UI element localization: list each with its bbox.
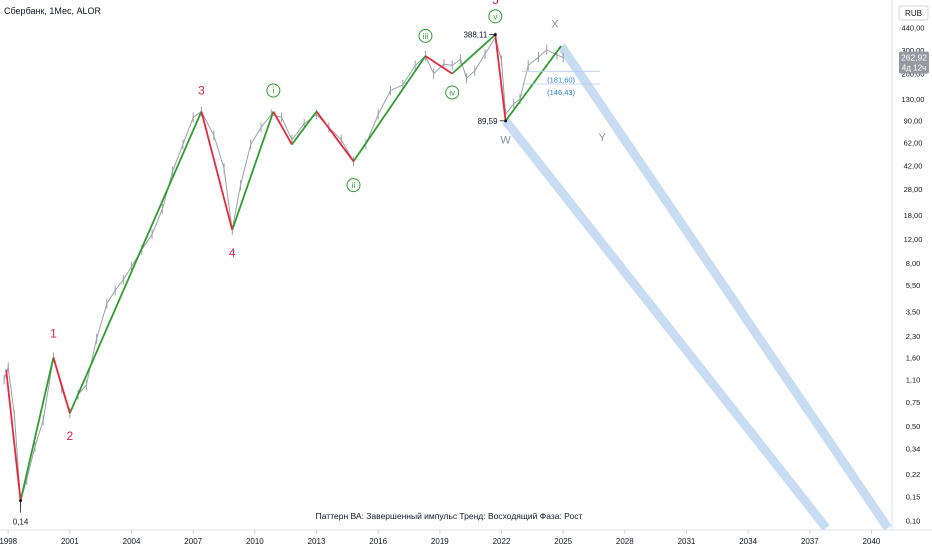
wave-label-circle: [418, 28, 433, 43]
time-axis-tick: 2016: [369, 537, 387, 546]
wave-label-primary: 4: [229, 246, 236, 260]
corrective-wave-down: [424, 55, 453, 75]
wave-label-minor: ii: [352, 181, 356, 190]
price-axis-tick: 130,00: [902, 95, 925, 104]
impulse-wave-up: [231, 111, 275, 231]
price-annotation: 0,14: [13, 518, 29, 527]
time-axis-tick: 2007: [184, 537, 202, 546]
time-axis-tick: 2040: [863, 537, 881, 546]
price-axis-tick: 1,60: [906, 353, 921, 362]
bar-countdown: 4д 12ч: [902, 64, 926, 73]
wave-label-minor: i: [272, 87, 274, 96]
fib-level-label: (181,60): [547, 75, 575, 84]
impulse-wave-up: [19, 357, 55, 501]
price-axis-tick: 18,00: [904, 211, 923, 220]
annotations-layer: 388,11 89,59 0,14 (181,60) (146,43): [13, 31, 601, 527]
corrective-wave-down: [52, 357, 71, 414]
price-marker-dot: [504, 119, 508, 123]
time-axis-tick: 2001: [61, 537, 79, 546]
wave-label-wxy: W: [500, 135, 511, 147]
time-axis-tick: 2004: [123, 537, 141, 546]
wave-label-minor: iii: [423, 32, 429, 41]
wave-label-wxy: X: [551, 18, 559, 30]
price-axis-tick: 2,30: [906, 332, 921, 341]
price-annotation: 89,59: [478, 117, 499, 126]
time-axis[interactable]: 1998 2001 2004 2007 2010 2013 2016 2019 2022 2025…: [0, 530, 881, 546]
price-axis-tick: 62,00: [904, 138, 923, 147]
wave-label-primary: 1: [50, 327, 57, 341]
price-axis-tick: 300,00: [902, 46, 925, 55]
price-axis-tick: 440,00: [902, 23, 925, 32]
price-axis-tick: 0,22: [906, 470, 921, 479]
corrective-wave-down: [5, 369, 22, 501]
impulse-wave-up: [451, 34, 496, 75]
wave-label-primary: 2: [67, 429, 74, 443]
wave-label-circle: [346, 178, 361, 193]
wave-lines-layer: [5, 34, 562, 501]
wave-label-primary: 5: [492, 0, 499, 7]
current-price-tag: 262,92 4д 12ч: [899, 51, 929, 74]
price-axis-tick: 28,00: [904, 185, 923, 194]
wave-label-circle: [445, 85, 460, 100]
time-axis-tick: 2028: [616, 537, 634, 546]
price-axis-tick: 42,00: [904, 161, 923, 170]
wave-label-circle: [266, 83, 281, 98]
wave-label-minor: v: [493, 12, 497, 21]
price-marker-dot: [493, 33, 497, 37]
projection-band-upper: [557, 43, 892, 531]
wave-label-minor: iv: [449, 89, 455, 98]
corrective-wave-down: [272, 111, 293, 145]
price-axis-tick: 0,10: [906, 516, 921, 525]
wave-label-wxy: Y: [599, 132, 607, 144]
chart-title: Сбербанк, 1Мес, ALOR: [4, 6, 102, 16]
corrective-wave-down: [315, 110, 355, 162]
projection-band-layer: [502, 43, 892, 531]
price-axis-tick: 3,50: [906, 307, 921, 316]
time-axis-tick: 2034: [739, 537, 757, 546]
time-axis-tick: 2010: [246, 537, 264, 546]
time-axis-tick: 2022: [493, 537, 511, 546]
wave-label-circle: [488, 9, 503, 24]
impulse-wave-up: [504, 45, 562, 122]
price-axis-tick: 5,50: [906, 281, 921, 290]
price-axis[interactable]: 600,00440,00300,00200,00130,0090,0062,00…: [902, 5, 925, 525]
wave-label-primary: 3: [198, 84, 205, 98]
impulse-wave-up: [291, 110, 318, 145]
price-axis-tick: 0,34: [906, 445, 921, 454]
price-marker-dot: [19, 499, 23, 503]
time-axis-tick: 2031: [678, 537, 696, 546]
time-axis-tick: 2025: [554, 537, 572, 546]
price-axis-tick: 90,00: [904, 117, 923, 126]
currency-label: RUB: [905, 9, 922, 18]
fib-level-label: (146,43): [547, 88, 575, 97]
corrective-wave-down: [494, 34, 507, 121]
current-price-value: 262,92: [901, 53, 927, 63]
price-axis-tick: 0,50: [906, 422, 921, 431]
projection-band-lower: [502, 118, 830, 531]
time-axis-tick: 2037: [801, 537, 819, 546]
price-annotation: 388,11: [463, 31, 487, 40]
price-axis-tick: 8,00: [906, 259, 921, 268]
price-axis-tick: 0,75: [906, 398, 921, 407]
corrective-wave-down: [200, 111, 234, 231]
currency-button[interactable]: [898, 5, 929, 21]
pattern-status: Паттерн ВА: Завершенный импульс Тренд: В…: [316, 511, 583, 521]
price-axis-tick: 0,15: [906, 493, 921, 502]
impulse-wave-up: [69, 111, 203, 414]
price-axis-tick: 1,10: [906, 375, 921, 384]
price-axis-tick: 200,00: [902, 70, 925, 79]
time-axis-tick: 2013: [308, 537, 326, 546]
time-axis-tick: 2019: [431, 537, 449, 546]
time-axis-tick: 1998: [0, 537, 18, 546]
price-axis-tick: 12,00: [904, 235, 923, 244]
impulse-wave-up: [352, 55, 427, 162]
